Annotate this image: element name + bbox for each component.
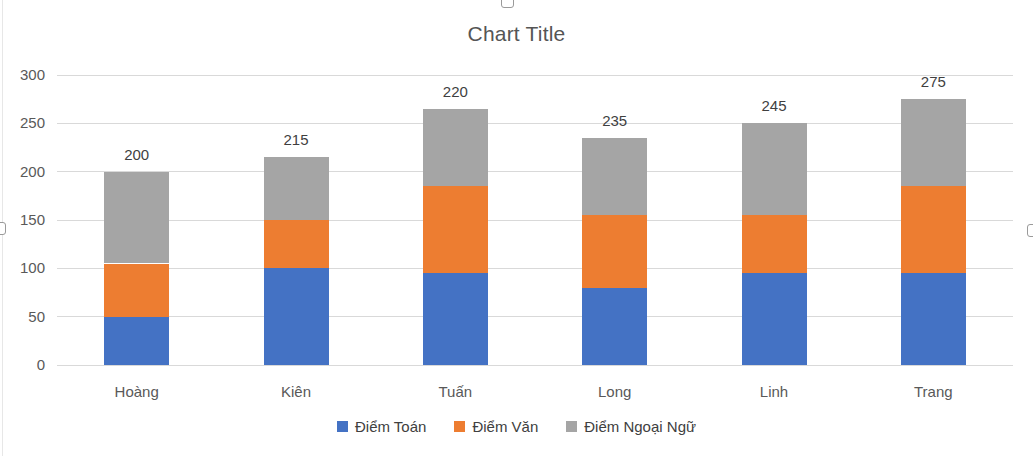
selection-handle-top[interactable] [501,0,514,8]
bar-total-label: 215 [251,131,341,148]
legend-swatch-icon [337,421,348,432]
bar-segment-series-1[interactable] [901,273,966,365]
legend-item-series-1[interactable]: Điểm Toán [337,418,426,435]
bar-segment-series-2[interactable] [742,215,807,273]
bar-total-label: 245 [729,97,819,114]
bar-segment-series-2[interactable] [104,264,169,317]
y-axis-tick-label: 50 [0,308,45,325]
bar-segment-series-2[interactable] [901,186,966,273]
bar-segment-series-3[interactable] [742,123,807,215]
x-axis-category-label: Tuấn [385,383,525,400]
y-axis-tick-label: 150 [0,211,45,228]
bar-segment-series-3[interactable] [901,99,966,186]
legend-item-series-2[interactable]: Điểm Văn [454,418,538,435]
bar-segment-series-1[interactable] [104,317,169,365]
gridline [57,171,1013,172]
chart-title[interactable]: Chart Title [0,22,1033,46]
bar-segment-series-2[interactable] [582,215,647,288]
x-axis-category-label: Linh [704,383,844,400]
bar-segment-series-1[interactable] [742,273,807,365]
gridline [57,268,1013,269]
bar-segment-series-3[interactable] [423,109,488,186]
gridline [57,316,1013,317]
legend-swatch-icon [566,421,577,432]
bar-total-label: 220 [410,83,500,100]
x-axis-category-label: Hoàng [67,383,207,400]
legend[interactable]: Điểm Toán Điểm Văn Điểm Ngoại Ngữ [0,418,1033,435]
bar-segment-series-1[interactable] [264,268,329,365]
legend-label: Điểm Ngoại Ngữ [584,418,696,435]
gridline [57,123,1013,124]
chart-object[interactable]: Chart Title Điểm Toán Điểm Văn Điểm Ngoại … [0,0,1033,456]
bar-segment-series-3[interactable] [264,157,329,220]
x-axis-category-label: Kiên [226,383,366,400]
x-axis-category-label: Trang [863,383,1003,400]
gridline [57,220,1013,221]
selection-handle-right[interactable] [1027,224,1033,237]
legend-item-series-3[interactable]: Điểm Ngoại Ngữ [566,418,696,435]
y-axis-tick-label: 250 [0,114,45,131]
legend-label: Điểm Toán [355,418,426,435]
bar-total-label: 275 [888,73,978,90]
legend-swatch-icon [454,421,465,432]
gridline [57,75,1013,76]
bar-segment-series-3[interactable] [104,172,169,264]
y-axis-tick-label: 0 [0,356,45,373]
bar-total-label: 235 [570,112,660,129]
bar-segment-series-3[interactable] [582,138,647,215]
legend-label: Điểm Văn [472,418,538,435]
x-axis-category-label: Long [545,383,685,400]
bar-segment-series-2[interactable] [264,220,329,268]
bar-total-label: 200 [92,146,182,163]
bar-segment-series-1[interactable] [423,273,488,365]
y-axis-tick-label: 100 [0,259,45,276]
x-axis-line [57,365,1013,366]
y-axis-tick-label: 300 [0,66,45,83]
bar-segment-series-2[interactable] [423,186,488,273]
y-axis-tick-label: 200 [0,163,45,180]
bar-segment-series-1[interactable] [582,288,647,365]
